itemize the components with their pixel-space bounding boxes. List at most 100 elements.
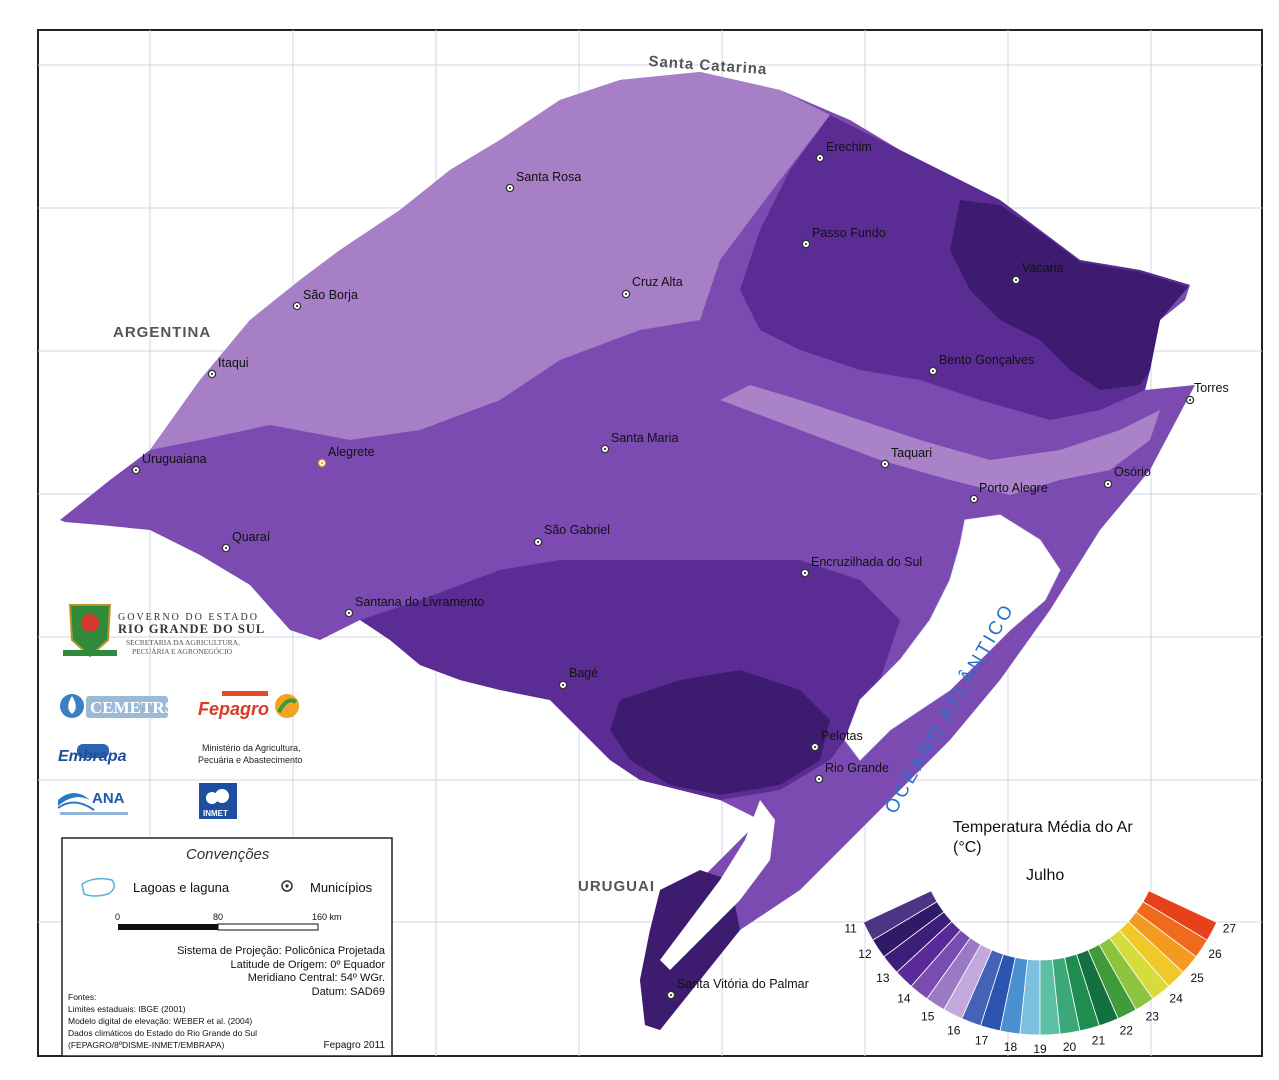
city-marker-dot xyxy=(883,462,887,466)
source-1: Limites estaduais: IBGE (2001) xyxy=(68,1004,186,1014)
city-marker-dot xyxy=(818,156,822,160)
legend-color-arc xyxy=(862,890,1218,1036)
city-label-santa-maria: Santa Maria xyxy=(611,431,678,445)
projection-line3: Meridiano Central: 54º WGr. xyxy=(248,972,385,984)
lagoa-mirim xyxy=(660,800,775,970)
city-marker-dot xyxy=(804,242,808,246)
city-marker-dot xyxy=(972,497,976,501)
legend-tick-label: 19 xyxy=(1033,1042,1047,1056)
legend-tick-label: 23 xyxy=(1146,1009,1160,1023)
city-label-pelotas: Pelotas xyxy=(821,729,863,743)
legend-tick-label: 21 xyxy=(1092,1034,1106,1048)
embrapa-logo: Embrapa xyxy=(58,744,127,765)
city-marker-dot xyxy=(320,461,324,465)
projection-line2: Latitude de Origem: 0º Equador xyxy=(231,959,386,971)
city-label-bento-gon-alves: Bento Gonçalves xyxy=(939,353,1034,367)
conventions-lagoas: Lagoas e laguna xyxy=(133,880,230,895)
legend-tick-label: 22 xyxy=(1120,1023,1134,1037)
fepagro-logo: Fepagro xyxy=(198,691,299,719)
city-label-os-rio: Osório xyxy=(1114,465,1151,479)
city-label-santana-do-livramento: Santana do Livramento xyxy=(355,595,484,609)
city-label-alegrete: Alegrete xyxy=(328,445,375,459)
sources-title: Fontes: xyxy=(68,992,96,1002)
legend-tick-label: 12 xyxy=(858,947,872,961)
darkest-zone-south xyxy=(610,670,830,795)
coat-of-arms-icon xyxy=(63,604,117,658)
legend-tick-label: 17 xyxy=(975,1034,989,1048)
legend-band xyxy=(1142,890,1218,941)
source-2: Modelo digital de elevação: WEBER et al.… xyxy=(68,1016,252,1026)
city-label-vacaria: Vacaria xyxy=(1022,261,1064,275)
city-label-quara-: Quaraí xyxy=(232,530,271,544)
city-label-s-o-gabriel: São Gabriel xyxy=(544,523,610,537)
city-label-santa-vit-ria-do-palmar: Santa Vitória do Palmar xyxy=(677,977,809,991)
label-uruguai: URUGUAI xyxy=(578,878,655,895)
legend-title-line2: (°C) xyxy=(953,839,982,856)
conventions-municipios: Municípios xyxy=(310,880,373,895)
city-marker-dot xyxy=(931,369,935,373)
legend-tick-label: 26 xyxy=(1208,947,1222,961)
conventions-box: Convenções Lagoas e laguna Municípios 0 … xyxy=(61,837,393,1057)
city-marker-dot xyxy=(1014,278,1018,282)
city-label-porto-alegre: Porto Alegre xyxy=(979,481,1048,495)
projection-line4: Datum: SAD69 xyxy=(312,986,385,998)
source-4: (FEPAGRO/8ºDISME-INMET/EMBRAPA) xyxy=(68,1040,224,1050)
ana-logo: ANA xyxy=(57,790,128,815)
city-marker-dot xyxy=(813,745,817,749)
legend-tick-label: 11 xyxy=(844,921,857,935)
city-marker-dot xyxy=(669,993,673,997)
city-label-s-o-borja: São Borja xyxy=(303,288,358,302)
gov-line1: GOVERNO DO ESTADO xyxy=(118,612,259,623)
city-label-itaqui: Itaqui xyxy=(218,356,249,370)
legend-tick-label: 15 xyxy=(921,1009,935,1023)
city-marker-dot xyxy=(1188,398,1192,402)
city-label-passo-fundo: Passo Fundo xyxy=(812,226,886,240)
city-marker-dot xyxy=(561,683,565,687)
legend-tick-label: 25 xyxy=(1190,971,1204,985)
legend-title-line1: Temperatura Média do Ar xyxy=(953,819,1133,836)
light-zone-northwest xyxy=(150,72,830,450)
city-marker-dot xyxy=(134,468,138,472)
logos: GOVERNO DO ESTADO RIO GRANDE DO SUL SECR… xyxy=(57,604,303,819)
gov-line3: SECRETARIA DA AGRICULTURA, xyxy=(126,638,240,647)
legend-tick-label: 16 xyxy=(947,1023,961,1037)
conventions-title: Convenções xyxy=(186,846,270,863)
city-label-rio-grande: Rio Grande xyxy=(825,761,889,775)
darkest-zone-highlands xyxy=(950,200,1188,390)
city-label-cruz-alta: Cruz Alta xyxy=(632,275,683,289)
scale-bar: 0 80 160 km xyxy=(115,912,342,931)
city-marker-dot xyxy=(224,546,228,550)
legend-tick-label: 13 xyxy=(876,971,890,985)
city-markers: Erechim Santa Rosa Passo Fundo Vacaria São B… xyxy=(131,140,1229,1000)
ministerio-line1: Ministério da Agricultura, xyxy=(202,743,301,753)
city-marker-dot xyxy=(603,447,607,451)
legend-tick-label: 14 xyxy=(897,992,911,1006)
city-label-encruzilhada-do-sul: Encruzilhada do Sul xyxy=(811,555,922,569)
legend-tick-label: 24 xyxy=(1169,992,1183,1006)
city-label-erechim: Erechim xyxy=(826,140,872,154)
scale-tick-0: 0 xyxy=(115,912,120,922)
city-marker-dot xyxy=(210,372,214,376)
legend-tick-label: 18 xyxy=(1004,1040,1018,1054)
inmet-logo: INMET xyxy=(199,783,237,819)
cemetrs-logo: CEMETRS xyxy=(60,694,174,718)
lagoa-dos-patos xyxy=(844,514,1061,761)
city-marker-dot xyxy=(347,611,351,615)
light-zone-central xyxy=(720,385,1160,495)
ministerio-line2: Pecuária e Abastecimento xyxy=(198,755,303,765)
scale-tick-160: 160 km xyxy=(312,912,342,922)
city-marker-dot xyxy=(1106,482,1110,486)
lagoon-symbol-icon xyxy=(81,877,115,897)
city-marker-dot xyxy=(817,777,821,781)
city-marker-dot xyxy=(508,186,512,190)
legend-month: Julho xyxy=(1026,867,1064,884)
city-label-bag-: Bagé xyxy=(569,666,598,680)
city-marker-dot xyxy=(536,540,540,544)
city-label-torres: Torres xyxy=(1194,381,1229,395)
cemetrs-text: CEMETRS xyxy=(90,698,174,717)
city-label-uruguaiana: Uruguaiana xyxy=(142,452,207,466)
scale-tick-80: 80 xyxy=(213,912,223,922)
label-argentina: ARGENTINA xyxy=(113,324,211,341)
